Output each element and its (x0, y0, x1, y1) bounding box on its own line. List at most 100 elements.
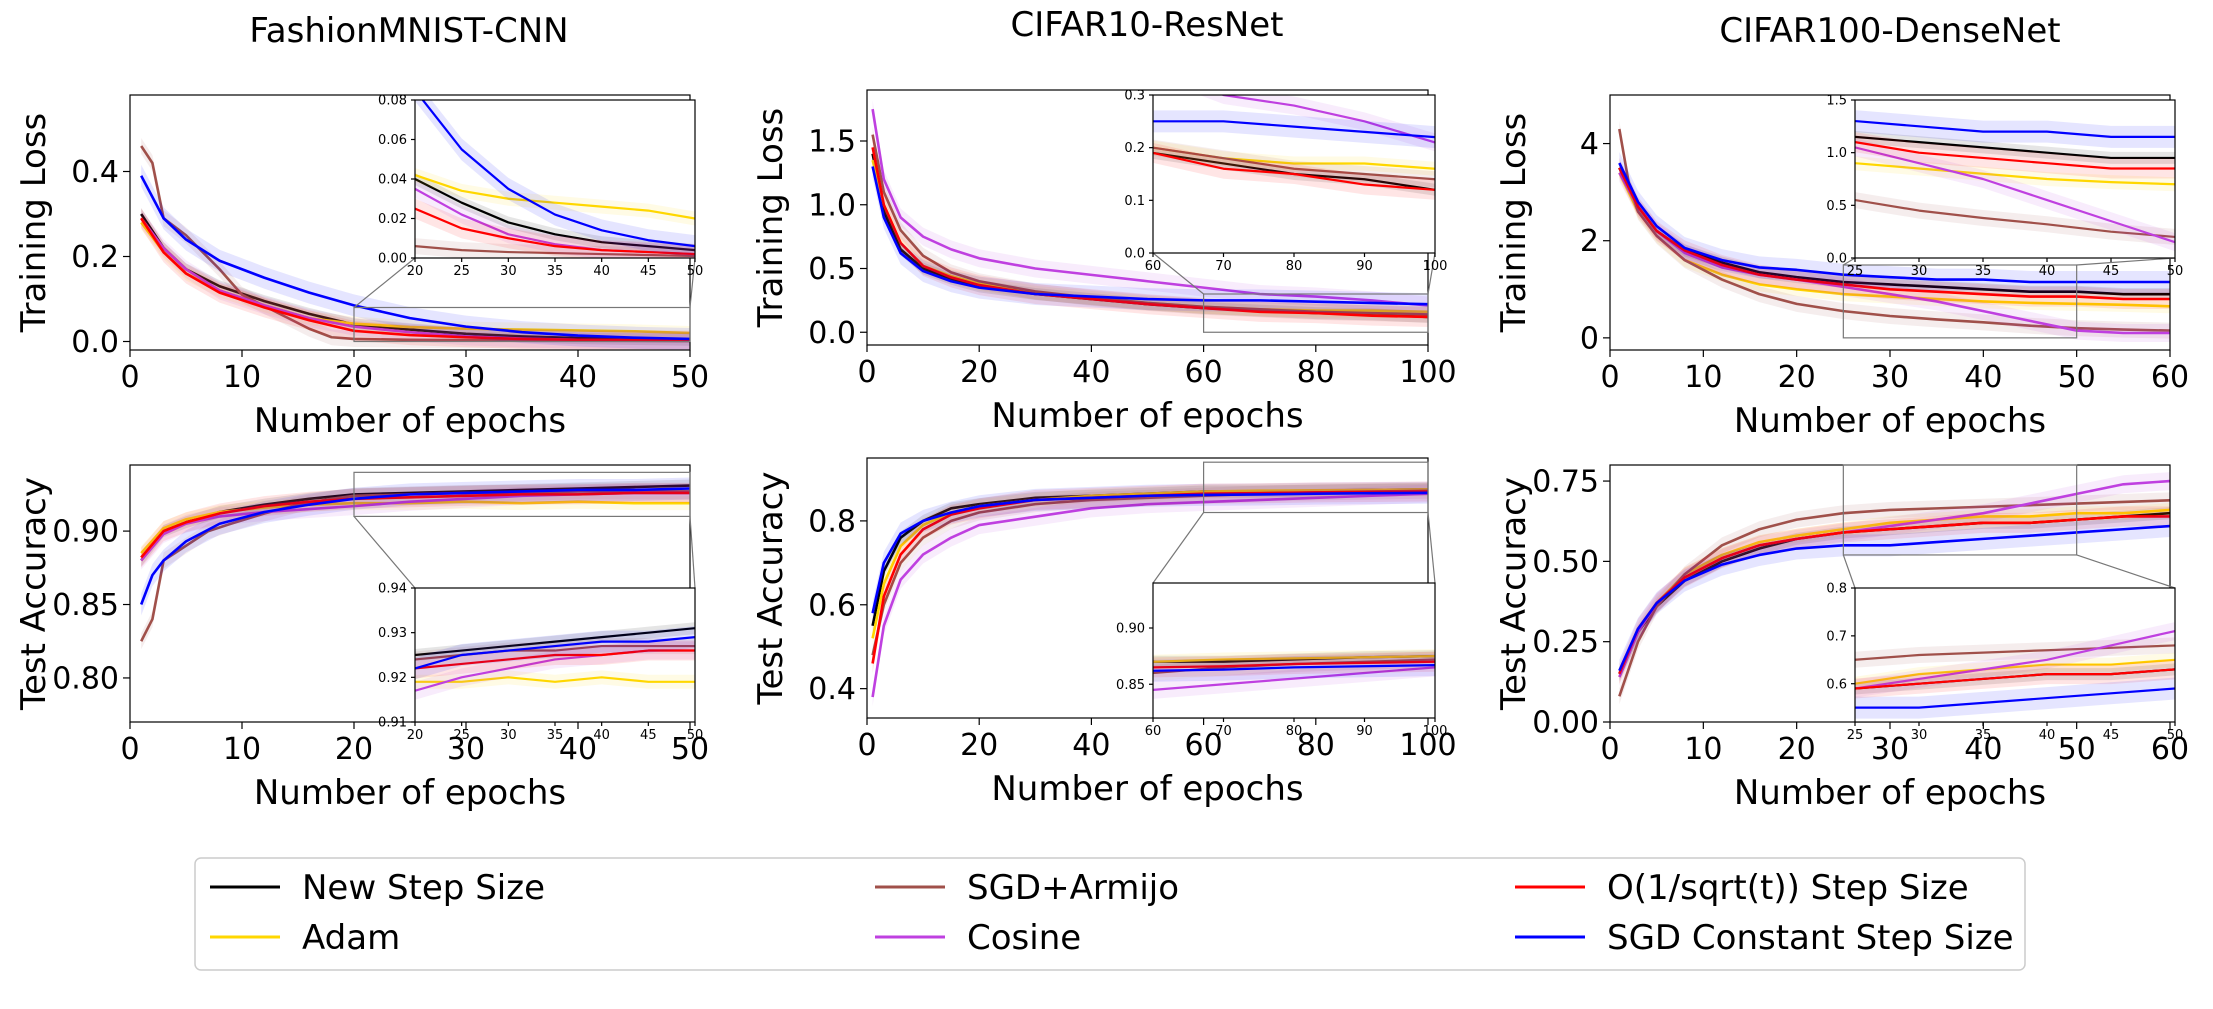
plot6-inset-band-3 (1855, 622, 2175, 698)
plot2-zoom-connector (1427, 252, 1436, 295)
plot6-inset-band-1 (1855, 652, 2175, 691)
plot4-xlabel: Number of epochs (254, 773, 566, 813)
plot1-inset-ytick-label: 0.00 (378, 252, 407, 267)
plot1-xtick-label: 20 (335, 360, 373, 395)
plot3-inset-line-5 (1855, 119, 2175, 138)
plot1-inset-xtick-label: 35 (547, 264, 564, 279)
plot4-inset-line-5 (415, 636, 695, 670)
plot1-inset-xtick-label: 50 (687, 264, 704, 279)
plot6-xtick-label: 20 (1778, 732, 1816, 767)
plot2-ytick-label: 0.5 (808, 252, 856, 287)
plot4-inset-line-4 (415, 649, 695, 670)
plot2-xtick-label: 100 (1399, 355, 1456, 390)
plot1-xtick-label: 10 (223, 360, 261, 395)
plot6-ytick-label: 0.50 (1532, 545, 1599, 580)
plot2-inset-ytick-label: 0.0 (1124, 247, 1145, 262)
plot2-inset-series-group (1153, 95, 1435, 200)
plot3-inset-xtick-label: 35 (1975, 264, 1992, 279)
plot6-xtick-label: 10 (1684, 732, 1722, 767)
legend-label-4: O(1/sqrt(t)) Step Size (1607, 868, 1969, 908)
plot3-xtick-label: 30 (1871, 360, 1909, 395)
plot1-band-5 (141, 164, 690, 350)
plot5-inset-line-5 (1153, 664, 1435, 672)
plot5-xtick-label: 100 (1399, 728, 1456, 763)
plot6-xtick-label: 30 (1871, 732, 1909, 767)
plot4-inset-xtick-label: 50 (687, 728, 704, 743)
subplots: 0 10 20 30 40 50 0.0 0.2 0.4 Number of epochs Trai… (14, 89, 2189, 813)
plot6-inset-line-1 (1855, 658, 2175, 685)
plot2-inset-xtick-label: 90 (1356, 259, 1373, 274)
plot5-band-4 (872, 481, 1428, 674)
plot6-inset-line-2 (1855, 644, 2175, 661)
subplot-1: 0 10 20 30 40 50 0.0 0.2 0.4 Number of epochs Trai… (14, 94, 709, 441)
plot3-inset-xtick-label: 40 (2039, 264, 2056, 279)
plot4-inset-xtick-label: 20 (407, 728, 424, 743)
plot3-inset-band-5 (1855, 110, 2175, 148)
plot5-line-3 (871, 492, 1428, 698)
column-title-3: CIFAR100-DenseNet (1719, 11, 2060, 51)
plot5-inset: 60 70 80 90 100 0.85 0.90 (1116, 582, 1447, 739)
plot6-inset-xtick-label: 45 (2103, 728, 2120, 743)
plot1-inset-line-4 (415, 206, 695, 256)
plot3-xtick-label: 50 (2058, 360, 2096, 395)
plot2-inset-ytick-label: 0.1 (1124, 194, 1145, 209)
plot5-xtick-label: 60 (1185, 728, 1223, 763)
plot6-inset-xtick-label: 50 (2167, 728, 2184, 743)
plot3-inset-xtick-label: 30 (1911, 264, 1928, 279)
plot5-ylabel: Test Accuracy (751, 472, 791, 706)
plot1-inset-line-2 (415, 244, 695, 258)
plot6-inset-ytick-label: 0.7 (1826, 629, 1847, 644)
plot3-inset-band-1 (1855, 156, 2175, 192)
plot5-zoom-connector (1152, 512, 1205, 584)
plot3-band-3 (1619, 163, 2170, 342)
plot3-inset-xtick-label: 45 (2103, 264, 2120, 279)
plot5-ytick-label: 0.4 (808, 672, 856, 707)
plot1-zoom-region (353, 306, 691, 343)
plot6-inset-xtick-label: 35 (1975, 728, 1992, 743)
plot4-zoom-connector (689, 516, 696, 589)
plot1-inset-ytick-label: 0.02 (378, 212, 407, 227)
plot4-xtick-label: 40 (559, 732, 597, 767)
plot3-zoom-connector (1843, 257, 1856, 266)
plot4-inset-xtick-label: 25 (453, 728, 470, 743)
plot2-xtick-label: 80 (1297, 355, 1335, 390)
plot5-ytick-label: 0.6 (808, 588, 856, 623)
plot3-inset-xtick-label: 50 (2167, 264, 2184, 279)
subplot-4: 0 10 20 30 40 50 0.80 0.85 0.90 Number of epochs T… (14, 464, 709, 813)
plot6-xlabel: Number of epochs (1734, 773, 2046, 813)
legend-label-1: Adam (302, 918, 400, 958)
plot5-inset-line-1 (1153, 655, 1435, 663)
plot4-ytick-label: 0.85 (52, 588, 119, 623)
plot6-xtick-label: 40 (1964, 732, 2002, 767)
plot4-line-5 (139, 487, 690, 605)
plot3-band-5 (1619, 152, 2170, 293)
plot3-zoom-connector (2076, 257, 2176, 266)
plot5-inset-series-group (1153, 649, 1435, 699)
plot2-inset-ytick-label: 0.2 (1124, 141, 1145, 156)
plot2-inset-band-1 (1153, 140, 1435, 176)
plot4-inset-band-1 (415, 670, 695, 689)
plot6-xtick-label: 0 (1600, 732, 1619, 767)
plot3-inset-line-3 (1855, 146, 2175, 244)
plot1-xtick-label: 40 (559, 360, 597, 395)
plot3-inset-line-1 (1855, 162, 2175, 186)
plot5-series-group (871, 481, 1428, 707)
plot3-xlabel: Number of epochs (1734, 401, 2046, 441)
plot4-xtick-label: 50 (671, 732, 709, 767)
plot6-series-group (1618, 472, 2170, 705)
plot4-inset-line-0 (415, 627, 695, 657)
plot3-inset-ytick-label: 0.0 (1826, 252, 1847, 267)
plot6-zoom-connector (2076, 554, 2176, 589)
plot2-xtick-label: 60 (1185, 355, 1223, 390)
plot4-inset-ytick-label: 0.91 (378, 716, 407, 731)
plot3-inset-ytick-label: 1.5 (1826, 94, 1847, 109)
plot2-ytick-label: 1.0 (808, 188, 856, 223)
plot5-inset-xtick-label: 90 (1356, 724, 1373, 739)
plot3-ylabel: Training Loss (1494, 113, 1534, 334)
plot4-ylabel: Test Accuracy (14, 477, 54, 711)
plot5-inset-line-4 (1153, 660, 1435, 669)
plot4-inset-line-1 (415, 676, 695, 683)
plot6-inset-series-group (1855, 622, 2175, 719)
